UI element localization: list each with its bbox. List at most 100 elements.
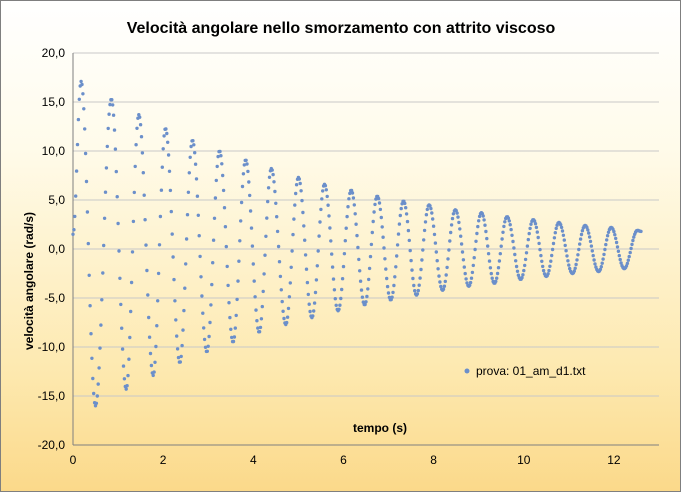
data-point [458, 227, 462, 231]
data-point [192, 143, 196, 147]
data-point [273, 189, 277, 194]
data-point [606, 230, 611, 234]
data-point [321, 189, 325, 193]
data-point [515, 269, 520, 273]
data-point [639, 229, 643, 234]
data-point [459, 234, 463, 238]
data-point [327, 214, 331, 218]
data-point [446, 257, 450, 261]
data-point [419, 267, 423, 272]
data-point [188, 155, 192, 159]
data-point [298, 181, 302, 186]
data-point [85, 210, 90, 214]
data-point [132, 190, 136, 195]
data-point [337, 307, 341, 311]
data-point [77, 97, 82, 102]
data-point [145, 268, 149, 273]
data-point [189, 144, 193, 149]
data-point [282, 316, 286, 321]
data-point [449, 230, 453, 235]
y-tick-label: 15,0 [42, 95, 66, 109]
data-point [227, 301, 231, 305]
data-point [115, 195, 119, 199]
data-point [523, 263, 527, 268]
data-point [614, 236, 618, 241]
data-point [84, 179, 89, 184]
data-point [443, 279, 447, 284]
data-point [157, 243, 162, 247]
data-point [311, 314, 315, 318]
data-point [212, 216, 217, 220]
data-point [533, 222, 538, 226]
data-point [304, 267, 309, 271]
data-point [138, 115, 142, 119]
x-tick-label: 8 [430, 453, 437, 467]
data-point [306, 292, 310, 297]
data-point [374, 197, 378, 201]
data-point [485, 236, 489, 241]
data-point [436, 267, 440, 271]
data-point [559, 223, 563, 227]
data-point [497, 259, 502, 263]
data-point [236, 279, 240, 283]
data-point [566, 259, 570, 263]
data-point [602, 252, 606, 257]
data-point [74, 194, 78, 198]
data-point [484, 229, 488, 234]
data-point [494, 279, 498, 284]
data-point [102, 243, 106, 248]
data-point [510, 233, 514, 237]
data-point [120, 326, 124, 330]
data-point [248, 193, 252, 198]
data-point [330, 252, 334, 256]
data-point [126, 373, 130, 378]
data-point [405, 219, 410, 224]
data-point [368, 254, 373, 259]
data-point [541, 264, 545, 269]
data-point [83, 127, 87, 131]
data-point [152, 370, 156, 374]
data-point [291, 232, 295, 237]
data-point [182, 308, 186, 313]
data-point [193, 162, 198, 166]
data-point [214, 178, 218, 183]
data-point [223, 225, 228, 229]
data-point [354, 222, 358, 226]
data-point [173, 299, 177, 303]
data-point [448, 239, 452, 243]
data-point [547, 268, 551, 273]
data-point [247, 180, 251, 184]
data-point [146, 293, 150, 297]
data-point [88, 304, 92, 308]
data-point [548, 264, 552, 268]
data-point [574, 262, 578, 267]
data-point [399, 206, 403, 211]
data-point [302, 224, 306, 228]
data-point [165, 131, 169, 136]
data-point [176, 355, 181, 360]
data-point [142, 193, 146, 197]
data-point [587, 231, 591, 235]
data-point [303, 253, 308, 257]
data-point [325, 194, 329, 199]
data-point [239, 219, 243, 223]
data-point [442, 284, 447, 288]
data-point [134, 143, 138, 147]
data-point [220, 162, 224, 166]
data-point [275, 229, 280, 234]
data-point [257, 330, 262, 334]
data-point [265, 216, 269, 220]
data-point [186, 190, 191, 194]
data-point [299, 189, 303, 193]
data-point [258, 325, 263, 330]
data-point [536, 235, 540, 240]
data-point [450, 216, 455, 221]
data-point [431, 224, 436, 228]
data-point [403, 201, 407, 206]
data-point [392, 283, 396, 288]
data-point [464, 277, 468, 281]
data-point [285, 320, 289, 325]
data-point [226, 283, 230, 288]
x-tick-label: 10 [517, 453, 531, 467]
